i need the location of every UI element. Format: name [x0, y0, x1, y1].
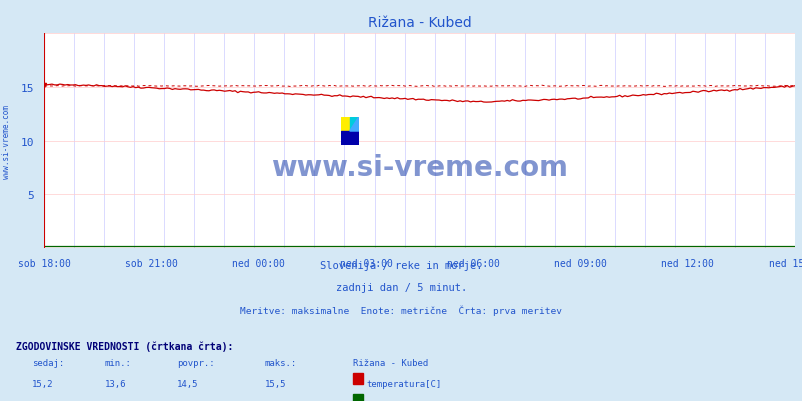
Text: 13,6: 13,6: [104, 379, 126, 389]
Text: 0,2: 0,2: [176, 400, 192, 401]
Text: zadnji dan / 5 minut.: zadnji dan / 5 minut.: [335, 283, 467, 293]
Text: ZGODOVINSKE VREDNOSTI (črtkana črta):: ZGODOVINSKE VREDNOSTI (črtkana črta):: [16, 341, 233, 351]
Text: Meritve: maksimalne  Enote: metrične  Črta: prva meritev: Meritve: maksimalne Enote: metrične Črta…: [241, 305, 561, 315]
Text: Slovenija / reke in morje.: Slovenija / reke in morje.: [320, 261, 482, 271]
Bar: [340, 118, 350, 132]
Text: 0,2: 0,2: [265, 400, 281, 401]
Bar: [340, 132, 358, 146]
Text: www.si-vreme.com: www.si-vreme.com: [2, 104, 11, 178]
Text: temperatura[C]: temperatura[C]: [366, 379, 441, 389]
Text: 15,2: 15,2: [32, 379, 54, 389]
Title: Rižana - Kubed: Rižana - Kubed: [367, 16, 471, 30]
Text: maks.:: maks.:: [265, 358, 297, 368]
Text: sedaj:: sedaj:: [32, 358, 64, 368]
Text: Rižana - Kubed: Rižana - Kubed: [353, 358, 428, 368]
Text: pretok[m3/s]: pretok[m3/s]: [366, 400, 430, 401]
Polygon shape: [350, 118, 358, 132]
Text: 0,2: 0,2: [32, 400, 48, 401]
Text: 0,2: 0,2: [104, 400, 120, 401]
Text: povpr.:: povpr.:: [176, 358, 214, 368]
Text: 15,5: 15,5: [265, 379, 286, 389]
Bar: [350, 118, 358, 132]
Text: 14,5: 14,5: [176, 379, 198, 389]
Text: www.si-vreme.com: www.si-vreme.com: [271, 153, 567, 181]
Text: min.:: min.:: [104, 358, 131, 368]
